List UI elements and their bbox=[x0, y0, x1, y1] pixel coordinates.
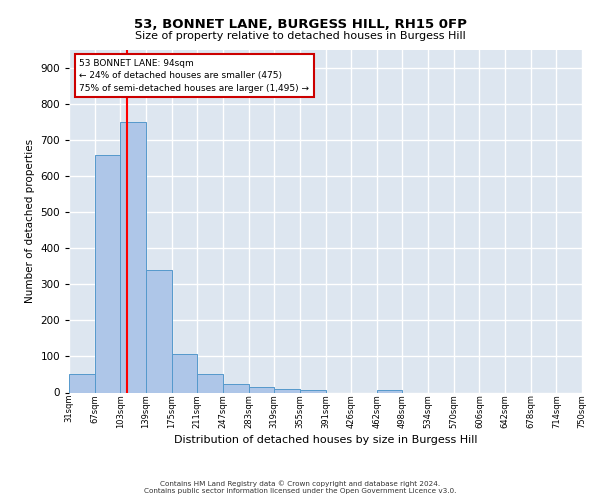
Y-axis label: Number of detached properties: Number of detached properties bbox=[25, 139, 35, 304]
Text: Size of property relative to detached houses in Burgess Hill: Size of property relative to detached ho… bbox=[134, 31, 466, 41]
Bar bbox=[69, 374, 95, 392]
Bar bbox=[146, 270, 172, 392]
Text: Contains HM Land Registry data © Crown copyright and database right 2024.
Contai: Contains HM Land Registry data © Crown c… bbox=[144, 480, 456, 494]
Bar bbox=[274, 389, 300, 392]
Bar bbox=[248, 387, 274, 392]
Bar bbox=[95, 154, 121, 392]
Bar bbox=[223, 384, 248, 392]
Bar bbox=[121, 122, 146, 392]
Text: 53, BONNET LANE, BURGESS HILL, RH15 0FP: 53, BONNET LANE, BURGESS HILL, RH15 0FP bbox=[134, 18, 466, 30]
Text: 53 BONNET LANE: 94sqm
← 24% of detached houses are smaller (475)
75% of semi-det: 53 BONNET LANE: 94sqm ← 24% of detached … bbox=[79, 58, 309, 92]
Bar bbox=[377, 390, 403, 392]
Bar bbox=[172, 354, 197, 393]
Bar bbox=[300, 390, 325, 392]
X-axis label: Distribution of detached houses by size in Burgess Hill: Distribution of detached houses by size … bbox=[174, 435, 477, 445]
Bar bbox=[197, 374, 223, 392]
